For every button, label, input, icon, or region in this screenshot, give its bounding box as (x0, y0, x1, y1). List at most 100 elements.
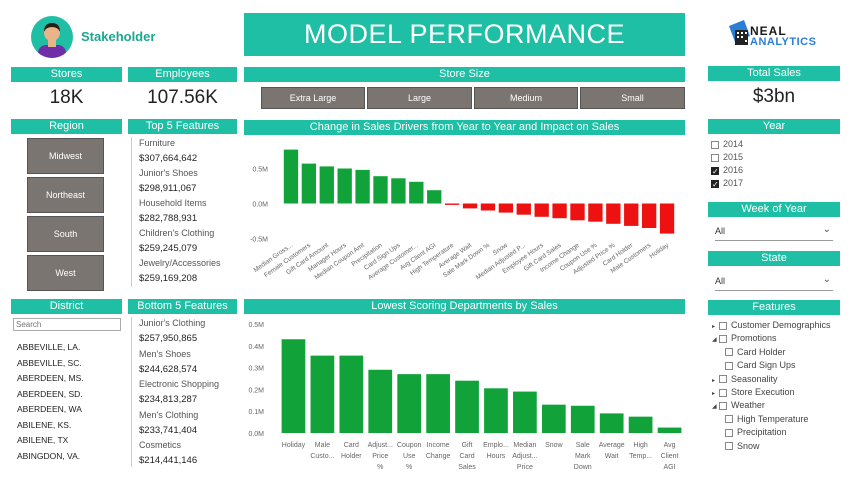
departments-chart: 0.5M 0.4M 0.3M 0.2M 0.1M 0.0M Holiday Male Custo… (248, 322, 682, 471)
caret-down-icon[interactable]: ◢ (712, 337, 717, 344)
bar[interactable] (310, 355, 335, 433)
caret-right-icon[interactable]: ▸ (712, 377, 716, 384)
checkbox[interactable] (725, 415, 733, 424)
store-size-small[interactable]: Small (580, 87, 685, 109)
bar[interactable] (301, 163, 317, 204)
bar[interactable] (534, 203, 549, 217)
store-size-medium[interactable]: Medium (474, 87, 578, 109)
checkbox[interactable] (711, 153, 719, 162)
bar[interactable] (337, 168, 352, 204)
bar[interactable] (659, 203, 675, 234)
bar[interactable] (552, 203, 567, 219)
checkbox[interactable] (725, 428, 733, 437)
bar[interactable] (498, 203, 514, 213)
employees-value: 107.56K (147, 87, 218, 108)
region-south[interactable]: South (27, 216, 104, 252)
features-tree-item[interactable]: ▸ Seasonality (712, 373, 842, 386)
checkbox[interactable] (719, 401, 727, 410)
bar[interactable] (426, 374, 450, 433)
list-item[interactable]: ABINGDON, VA. (17, 450, 81, 461)
caret-right-icon[interactable]: ▸ (712, 324, 716, 330)
features-tree-item[interactable]: ▸ Customer Demographics (712, 319, 842, 332)
bar[interactable] (283, 149, 299, 204)
features-tree-label: Customer Demographics (731, 320, 831, 330)
features-tree-item[interactable]: ◢ Weather (712, 399, 842, 412)
checkbox[interactable] (725, 442, 733, 451)
features-tree-item[interactable]: Precipitation (712, 426, 842, 439)
district-search-input[interactable] (13, 318, 121, 331)
bar[interactable] (480, 203, 496, 211)
bar[interactable] (409, 181, 424, 204)
features-tree-label: Weather (731, 400, 765, 411)
bar[interactable] (355, 169, 370, 204)
bar[interactable] (628, 416, 653, 433)
store-size-large[interactable]: Large (367, 87, 472, 109)
checkbox[interactable] (711, 140, 719, 149)
bar[interactable] (462, 203, 478, 209)
list-item[interactable]: ABBEVILLE, SC. (17, 357, 82, 368)
bar[interactable] (373, 176, 388, 204)
list-item[interactable]: ABERDEEN, WA (17, 404, 82, 414)
bar[interactable] (606, 203, 621, 224)
bar[interactable] (484, 388, 508, 433)
bar[interactable] (427, 190, 442, 204)
list-item: Junior's Shoes $298,911,067 (139, 168, 198, 194)
bar[interactable] (641, 203, 657, 229)
checkbox[interactable] (719, 321, 727, 330)
checkbox[interactable] (711, 178, 719, 191)
features-tree-item[interactable]: High Temperature (712, 413, 842, 426)
year-option-2016[interactable]: 2016 (711, 164, 811, 178)
bar[interactable] (657, 427, 682, 433)
bar[interactable] (397, 374, 422, 433)
checkbox[interactable] (711, 165, 719, 178)
bar[interactable] (391, 178, 406, 204)
bar[interactable] (444, 203, 460, 205)
checkbox[interactable] (719, 388, 727, 397)
region-northeast[interactable]: Northeast (27, 177, 104, 213)
y-tick-label: 0.5M (252, 167, 268, 174)
departments-chart-header: Lowest Scoring Departments by Sales (244, 299, 685, 314)
week-dropdown[interactable]: All ⌄ (715, 224, 833, 241)
checkbox[interactable] (719, 335, 727, 344)
bar[interactable] (455, 380, 479, 433)
bar[interactable] (570, 405, 595, 433)
list-item: Furniture $307,664,642 (139, 138, 198, 164)
year-option-2014[interactable]: 2014 (711, 138, 811, 151)
caret-right-icon[interactable]: ▸ (712, 390, 716, 397)
region-west[interactable]: West (27, 255, 104, 291)
features-tree-item[interactable]: Snow (712, 440, 842, 453)
state-dropdown[interactable]: All ⌄ (715, 274, 833, 291)
company-logo: NEAL ANALYTICS (726, 18, 834, 52)
features-tree-item[interactable]: Card Sign Ups (712, 359, 842, 372)
x-tick-label: Income Change (426, 442, 451, 460)
bar[interactable] (570, 203, 585, 221)
caret-down-icon[interactable]: ◢ (712, 404, 717, 411)
bar[interactable] (339, 355, 364, 433)
year-option-2015[interactable]: 2015 (711, 151, 811, 164)
list-item[interactable]: ABBEVILLE, LA. (17, 342, 81, 352)
bar[interactable] (541, 404, 566, 433)
bar[interactable] (624, 203, 639, 226)
bar[interactable] (588, 203, 603, 222)
stores-value: 18K (49, 87, 84, 108)
logo-line2: ANALYTICS (750, 36, 817, 48)
features-tree-item[interactable]: Card Holder (712, 346, 842, 359)
bar[interactable] (516, 203, 531, 215)
checkbox[interactable] (719, 375, 727, 384)
features-tree-item[interactable]: ▸ Store Execution (712, 386, 842, 399)
bar[interactable] (513, 391, 537, 433)
store-size-extra-large[interactable]: Extra Large (261, 87, 365, 109)
region-midwest[interactable]: Midwest (27, 138, 104, 174)
features-tree-item[interactable]: ◢ Promotions (712, 332, 842, 345)
bar[interactable] (599, 413, 624, 433)
checkbox[interactable] (725, 348, 733, 357)
list-item[interactable]: ABERDEEN, MS. (17, 373, 84, 383)
list-item[interactable]: ABERDEEN, SD. (17, 388, 83, 399)
list-item[interactable]: ABILENE, TX (17, 435, 69, 445)
bar[interactable] (281, 339, 306, 433)
bar[interactable] (368, 369, 393, 433)
list-item[interactable]: ABILENE, KS. (17, 419, 72, 430)
bar[interactable] (319, 166, 334, 204)
year-option-2017[interactable]: 2017 (711, 177, 811, 191)
checkbox[interactable] (725, 361, 733, 370)
